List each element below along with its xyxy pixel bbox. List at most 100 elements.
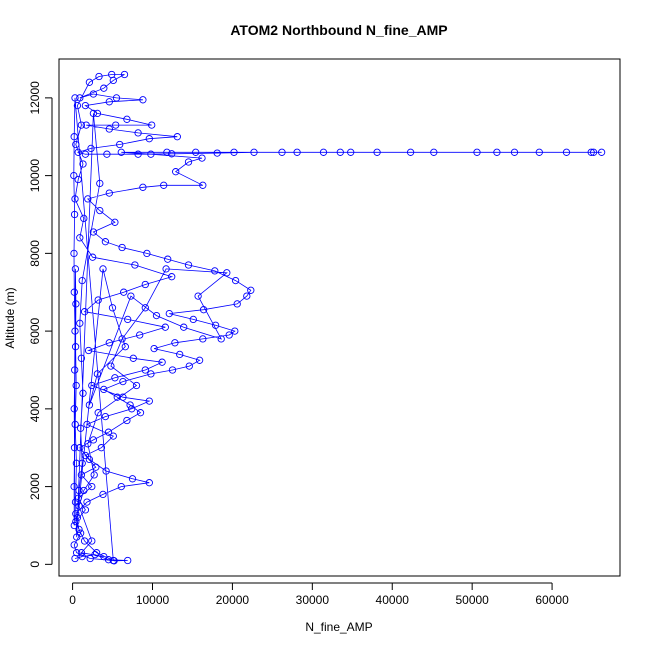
data-point <box>109 556 117 565</box>
data-point <box>124 315 132 324</box>
data-point <box>77 549 86 557</box>
chart-title: ATOM2 Northbound N_fine_AMP <box>230 22 447 38</box>
data-point <box>195 356 204 364</box>
data-point <box>510 148 519 156</box>
data-point <box>76 234 84 242</box>
data-point <box>70 444 79 452</box>
data-point <box>136 409 145 417</box>
data-point <box>118 243 126 252</box>
data-point <box>72 517 80 526</box>
data-point <box>139 96 147 104</box>
data-point <box>74 148 82 156</box>
data-point <box>71 343 80 351</box>
data-point <box>89 228 98 236</box>
data-point <box>97 444 106 452</box>
data-point <box>111 374 119 382</box>
data-point <box>112 121 120 129</box>
data-point <box>145 479 153 487</box>
data-point <box>70 541 78 549</box>
data-point <box>163 148 171 156</box>
data-point <box>85 455 94 464</box>
data-point <box>70 482 78 491</box>
data-point <box>134 150 142 158</box>
data-point <box>108 70 116 79</box>
data-point <box>101 238 110 246</box>
data-point <box>230 148 238 156</box>
data-point <box>89 109 98 118</box>
data-point <box>89 436 98 444</box>
x-tick-label: 50000 <box>455 593 489 607</box>
data-point <box>92 463 100 471</box>
data-point <box>562 148 571 156</box>
plot-frame <box>58 58 621 577</box>
data-point <box>80 486 88 495</box>
data-point <box>126 401 134 409</box>
data-point <box>347 148 355 156</box>
data-point <box>293 148 301 156</box>
data-point <box>88 253 97 261</box>
data-point <box>233 300 241 308</box>
data-point <box>231 327 239 335</box>
data-point <box>85 78 94 86</box>
data-point <box>71 366 79 374</box>
data-point <box>78 276 86 285</box>
data-point <box>160 181 168 189</box>
data-point <box>90 471 98 479</box>
data-point <box>96 206 104 215</box>
data-point <box>73 514 82 522</box>
data-point <box>80 214 88 223</box>
data-point <box>120 288 128 296</box>
data-point <box>250 148 258 156</box>
data-point <box>430 148 438 156</box>
data-point <box>119 377 127 386</box>
data-point <box>76 529 85 537</box>
data-point <box>76 319 84 327</box>
data-point <box>168 273 176 281</box>
data-point <box>89 90 98 98</box>
data-point <box>225 331 233 339</box>
data-point <box>100 84 108 92</box>
data-point <box>70 405 78 413</box>
y-axis: 0 2000 4000 6000 8000 10000 12000 <box>28 81 53 568</box>
data-point <box>70 288 78 296</box>
data-point <box>76 424 85 432</box>
data-point <box>71 195 79 203</box>
data-point <box>86 554 94 563</box>
data-point <box>92 549 101 557</box>
data-point <box>168 366 177 374</box>
data-point <box>76 444 84 452</box>
data-point <box>81 506 90 514</box>
data-point <box>84 346 93 355</box>
data-point <box>88 537 96 545</box>
y-axis-label: Altitude (m) <box>3 287 17 348</box>
data-point <box>161 323 169 331</box>
data-point <box>88 381 96 390</box>
data-point <box>162 265 170 273</box>
data-point <box>117 148 125 156</box>
y-tick-label: 12000 <box>28 81 42 115</box>
data-point <box>123 416 131 425</box>
data-point <box>74 494 82 502</box>
data-point <box>173 133 181 141</box>
x-tick-label: 30000 <box>296 593 330 607</box>
data-point <box>134 129 142 137</box>
data-point <box>77 471 86 479</box>
data-point <box>141 304 149 312</box>
data-point <box>116 140 124 149</box>
data-point <box>198 154 206 162</box>
data-point <box>336 148 344 156</box>
data-layer <box>70 70 606 565</box>
data-point <box>535 148 543 156</box>
data-point <box>139 183 147 191</box>
data-point <box>81 101 90 110</box>
data-point <box>105 339 113 347</box>
y-tick-label: 4000 <box>28 395 42 422</box>
data-point <box>171 339 179 347</box>
data-point <box>96 179 104 188</box>
data-point <box>111 218 119 226</box>
x-axis: 0 10000 20000 30000 40000 50000 60000 <box>69 582 569 607</box>
data-point <box>128 405 136 413</box>
x-tick-label: 40000 <box>376 593 410 607</box>
data-point <box>70 133 78 141</box>
data-point <box>143 249 151 258</box>
